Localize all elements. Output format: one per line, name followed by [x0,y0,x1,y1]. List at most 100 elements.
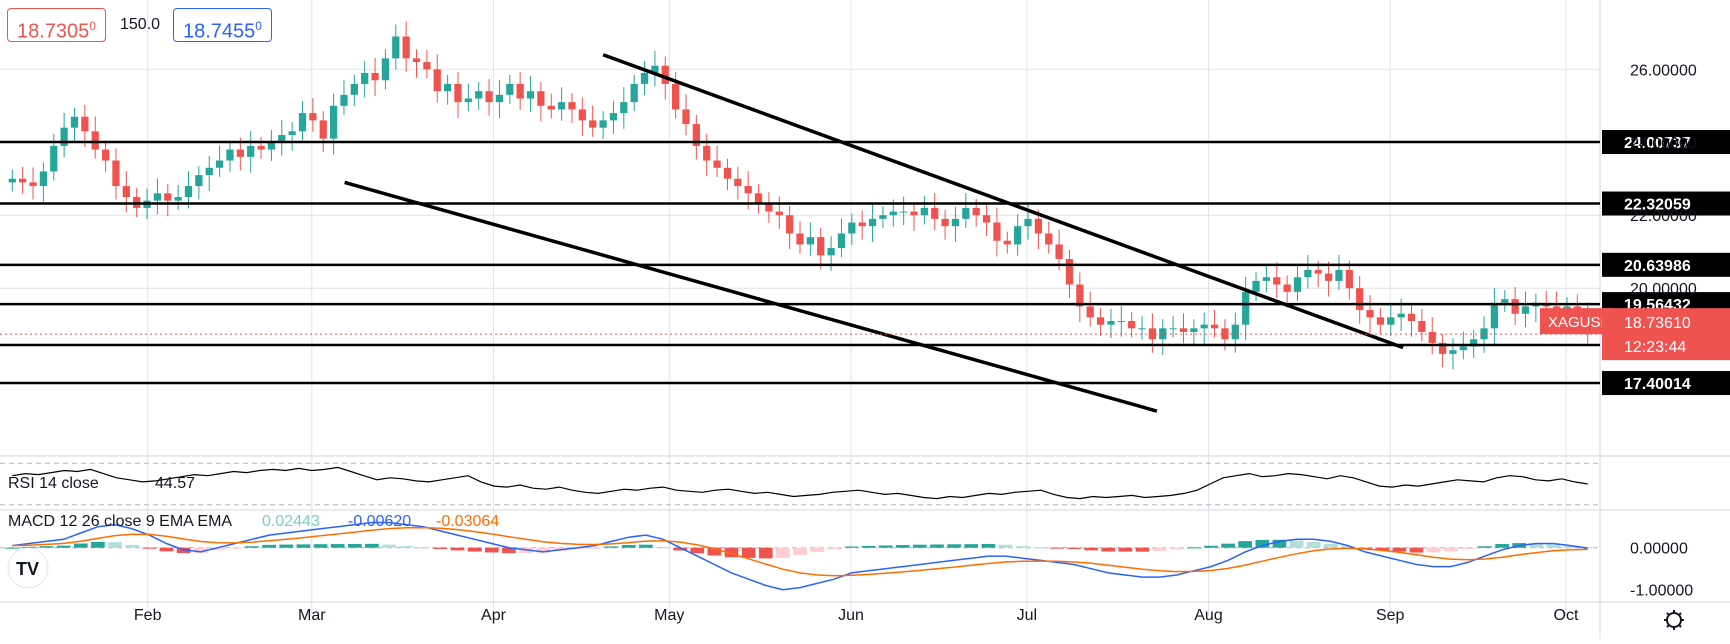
candle [174,184,182,210]
macd-histogram-bar [1272,539,1287,548]
macd-histogram-bar [1546,544,1561,548]
macd-histogram-bar [193,547,208,553]
candle [1438,333,1447,368]
candle-body [1221,328,1229,340]
candle [775,196,783,229]
candle [547,93,555,119]
macd-histogram-bar [878,545,893,548]
price-axis-tick-label: 22.00000 [1630,208,1697,225]
macd-histogram-bar [587,547,602,549]
candle-body [1096,317,1105,325]
macd-histogram-bar [1186,547,1201,549]
candle-body [692,124,700,146]
macd-histogram-bar [228,547,242,549]
candle [796,221,804,254]
macd-histogram-bar [1221,543,1235,548]
candle [1521,291,1530,328]
candle [1387,305,1395,336]
candle-body [1304,269,1312,278]
candle [1490,287,1499,345]
candle [806,222,814,256]
candle [868,203,877,242]
candle [464,83,472,112]
candle-body [164,193,172,201]
bid-price-box[interactable]: 18.73050 [7,8,106,43]
horizontal-level-label-bg [1602,252,1730,277]
candle-body [298,113,307,132]
candle [60,112,68,158]
candle-body [931,207,939,219]
candle [19,166,27,194]
candle-body [703,145,711,161]
candle [278,120,286,156]
macd-histogram-bar [964,544,979,548]
candle-body [900,211,908,213]
macd-histogram-bar [1289,540,1304,548]
candle-body [236,149,244,157]
candle-body [495,94,504,103]
candle [81,104,89,148]
candle-body [278,134,286,143]
gear-icon[interactable] [1664,610,1684,630]
candle [485,79,493,116]
macd-histogram-bar [5,547,20,549]
candle-body [1345,269,1353,289]
macd-histogram-bar [724,547,739,558]
candle [153,178,162,215]
macd-histogram-bar [1375,547,1390,551]
candle-body [329,105,338,139]
candle-body [1314,269,1322,274]
candle [1231,312,1239,353]
macd-histogram-group [5,539,1595,559]
candle [951,206,960,242]
candle-body [1190,328,1198,332]
candle-body [1003,240,1011,245]
candle-body [39,171,48,187]
candle [858,210,866,240]
candle [993,207,1001,257]
candle [1511,287,1519,326]
candle [640,60,649,96]
horizontal-level-label-bg [1602,130,1730,155]
macd-histogram-bar [279,544,294,548]
candle-body [972,207,980,216]
candle-body [506,83,514,95]
time-axis-tick-label: Aug [1194,607,1222,624]
macd-histogram-bar [913,544,927,548]
candle [910,202,918,231]
candle-body [257,145,265,150]
candle-body [941,218,949,227]
candle [1407,304,1416,337]
candle-body [485,91,493,103]
candle [1045,221,1053,254]
candle-body [568,102,576,110]
candle-body [817,237,825,256]
candle [837,218,846,258]
candle [29,167,37,200]
time-axis-tick-label: May [654,607,684,624]
candle [1376,308,1385,334]
candle [1148,313,1157,353]
candle-body [609,113,618,121]
macd-signal-value: -0.03064 [436,513,499,530]
macd-histogram-bar [1015,546,1030,548]
macd-histogram-bar [1495,544,1509,548]
candle-body [1034,218,1043,234]
candle-body [1521,306,1530,314]
ask-price-box[interactable]: 18.74550 [173,8,272,43]
candle-body [537,91,545,106]
candle [1304,254,1312,289]
macd-histogram-bar [365,543,379,548]
horizontal-level-label: 24.00737 [1624,135,1691,152]
macd-histogram-bar [142,547,157,549]
macd-histogram-bar [73,543,88,548]
current-price-label: 18.73610 [1624,315,1691,332]
candle-body [1324,273,1333,281]
candle [1128,311,1136,338]
gear-tooth [1678,624,1682,628]
candle-body [340,94,348,106]
candle-body [1024,218,1032,227]
macd-histogram-bar [1135,547,1150,552]
